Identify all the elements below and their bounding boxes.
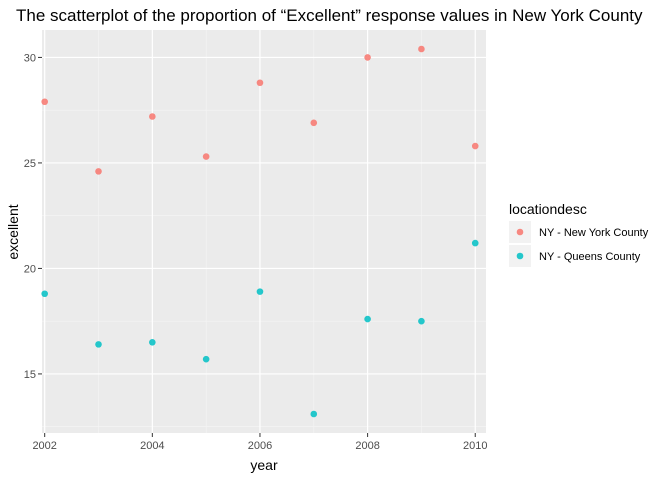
legend-label: NY - Queens County [539,251,641,263]
x-tick-label: 2008 [355,440,379,452]
x-tick-label: 2004 [140,440,164,452]
data-point [418,317,425,325]
data-point [256,79,264,87]
data-point [149,113,156,120]
x-axis-title: year [250,457,278,473]
data-point [95,168,102,175]
x-tick-label: 2002 [32,440,56,452]
data-point [310,410,318,418]
data-point [364,54,371,61]
x-tick-label: 2010 [463,440,487,452]
data-point [41,98,48,106]
data-point [41,290,48,298]
legend-key-point [516,252,524,260]
data-point [310,119,318,127]
data-point [364,315,371,323]
y-tick-label: 20 [24,263,36,275]
y-tick-label: 15 [24,369,36,381]
data-point [202,153,210,160]
data-point [202,355,210,363]
legend-items: NY - New York County NY - Queens County [509,221,649,267]
chart-title: The scatterplot of the proportion of “Ex… [16,6,643,25]
data-point [256,288,264,295]
y-tick-label: 25 [24,158,36,170]
legend-key-point [516,228,524,236]
x-tick-label: 2006 [248,440,272,452]
legend-label: NY - New York County [539,227,649,239]
data-point [95,341,102,348]
data-point [418,45,425,53]
legend: locationdesc NY - New York County NY - Qu… [509,201,649,267]
data-points [41,45,479,418]
axis-ticks: 2002 2004 2006 2008 2010 15 20 25 30 [24,52,488,452]
legend-title: locationdesc [509,201,587,217]
plot-panel [42,30,486,433]
data-point [471,239,479,247]
data-point [471,142,479,150]
data-point [149,338,156,346]
y-tick-label: 30 [24,52,36,64]
gridlines [42,30,486,433]
y-axis-title: excellent [5,204,21,259]
